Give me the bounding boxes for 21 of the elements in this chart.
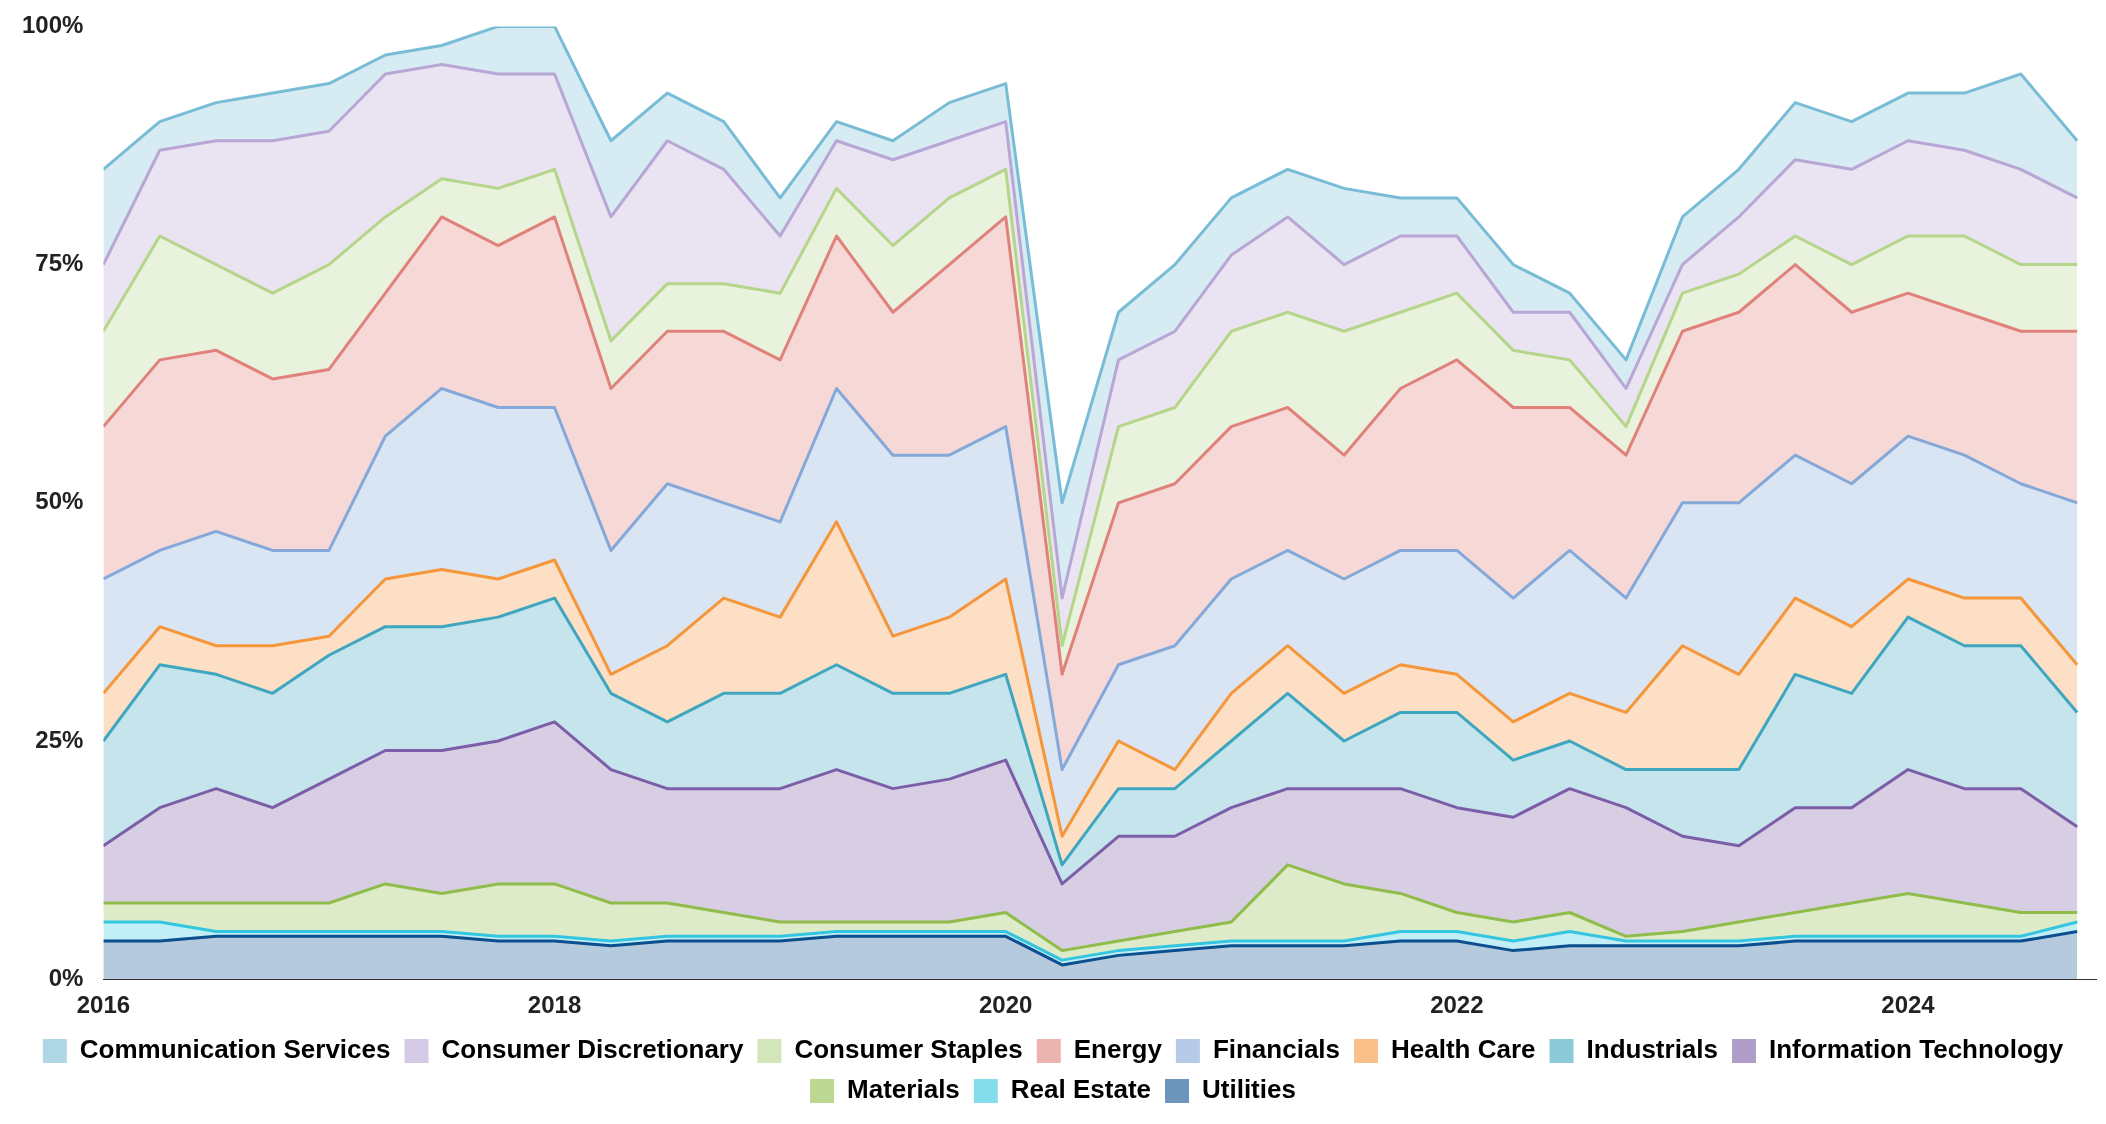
legend-label: Consumer Discretionary — [441, 1034, 744, 1065]
y-tick-label: 0% — [48, 963, 84, 991]
x-tick-label: 2018 — [527, 991, 582, 1019]
legend-label: Real Estate — [1010, 1074, 1151, 1105]
legend-label: Materials — [847, 1074, 960, 1105]
legend-label: Energy — [1073, 1034, 1163, 1065]
legend-label: Communication Services — [79, 1034, 391, 1065]
x-tick-label: 2020 — [979, 991, 1033, 1019]
legend-label: Information Technology — [1769, 1034, 2064, 1065]
legend-label: Industrials — [1586, 1034, 1719, 1065]
y-tick-label: 75% — [35, 249, 84, 277]
legend-label: Consumer Staples — [794, 1034, 1023, 1065]
x-tick-label: 2016 — [76, 991, 131, 1019]
y-tick-label: 25% — [35, 725, 84, 753]
legend-label: Utilities — [1202, 1074, 1296, 1105]
x-tick-label: 2024 — [1881, 991, 1936, 1019]
legend-label: Financials — [1212, 1034, 1341, 1065]
x-tick-label: 2022 — [1430, 991, 1484, 1019]
y-tick-label: 100% — [21, 11, 84, 39]
legend-label: Health Care — [1391, 1034, 1536, 1065]
y-tick-label: 50% — [35, 487, 84, 515]
